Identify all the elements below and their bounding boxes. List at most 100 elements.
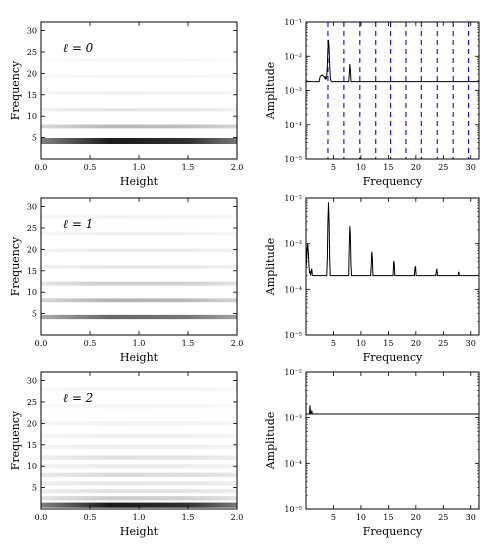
frequency-band: [41, 249, 237, 252]
x-tick-label: 20: [411, 163, 421, 172]
x-tick-label: 25: [438, 163, 448, 172]
x-tick-label: 15: [383, 163, 393, 172]
x-axis-label: Frequency: [363, 175, 423, 188]
frequency-band: [41, 315, 237, 319]
y-tick-label: 20: [27, 245, 37, 254]
y-axis-label: Frequency: [9, 236, 22, 296]
y-tick-label: 15: [27, 441, 37, 450]
frequency-band: [41, 138, 237, 144]
x-tick-label: 30: [466, 513, 476, 522]
y-tick-label: 10⁻¹: [284, 18, 302, 27]
y-tick-label: 10⁻²: [284, 194, 302, 203]
y-axis-label: Frequency: [9, 60, 22, 120]
x-tick-label: 15: [383, 513, 393, 522]
heatmap-panel-2: 0.0 0.5 1.0 1.5 2.0 5 10 15 20 25 30 Height Frequenc…: [9, 198, 243, 364]
x-tick-label: 0.5: [84, 339, 97, 348]
frequency-band: [41, 464, 237, 468]
x-axis-label: Height: [120, 525, 159, 538]
x-axis-label: Frequency: [363, 525, 423, 538]
x-tick-label: 1.0: [133, 163, 146, 172]
x-tick-label: 0.5: [84, 163, 97, 172]
y-tick-label: 10⁻²: [284, 52, 302, 61]
y-tick-label: 5: [32, 310, 37, 319]
plot-background: [306, 372, 479, 509]
y-tick-label: 10⁻⁵: [284, 155, 302, 164]
frequency-band: [41, 455, 237, 459]
x-tick-label: 25: [438, 513, 448, 522]
y-tick-label: 10: [27, 288, 37, 297]
frequency-band: [41, 282, 237, 286]
y-tick-label: 10⁻³: [284, 414, 302, 423]
x-tick-label: 1.5: [182, 339, 195, 348]
x-tick-label: 5: [331, 513, 336, 522]
y-tick-label: 10⁻³: [284, 240, 302, 249]
ell-annotation: ℓ = 2: [63, 391, 93, 405]
y-axis-label: Frequency: [9, 410, 22, 470]
x-axis-label: Height: [120, 351, 159, 364]
frequency-band: [41, 434, 237, 438]
x-tick-label: 25: [438, 339, 448, 348]
spectrum-panel-5: 5 10 15 20 25 30 10⁻⁵ 10⁻⁴ 10⁻³ 10⁻² Frequency Ampl…: [264, 368, 479, 538]
frequency-band: [41, 108, 237, 111]
x-tick-label: 10: [356, 339, 366, 348]
y-tick-label: 10⁻⁴: [284, 285, 302, 294]
frequency-band: [41, 445, 237, 449]
y-tick-label: 15: [27, 267, 37, 276]
x-tick-label: 0.5: [84, 513, 97, 522]
x-tick-label: 0.0: [35, 339, 48, 348]
x-tick-label: 0.0: [35, 163, 48, 172]
spectrum-panel-1: 5 10 15 20 25 30 10⁻⁵ 10⁻⁴ 10⁻³ 10⁻² 10⁻¹ Frequency…: [264, 18, 479, 188]
x-tick-label: 20: [411, 339, 421, 348]
x-axis-label: Frequency: [363, 351, 423, 364]
frequency-band: [41, 232, 237, 235]
frequency-band: [41, 92, 237, 95]
x-tick-label: 2.0: [231, 513, 244, 522]
x-tick-label: 15: [383, 339, 393, 348]
frequency-band: [41, 473, 237, 477]
plot-background: [306, 198, 479, 335]
x-tick-label: 10: [356, 513, 366, 522]
ell-annotation: ℓ = 1: [63, 217, 93, 231]
frequency-band: [41, 496, 237, 500]
y-tick-label: 5: [32, 484, 37, 493]
y-axis-label: Amplitude: [264, 62, 277, 121]
x-tick-label: 5: [331, 163, 336, 172]
y-tick-label: 10⁻²: [284, 368, 302, 377]
y-tick-label: 20: [27, 69, 37, 78]
frequency-band: [41, 75, 237, 78]
y-tick-label: 30: [27, 377, 37, 386]
x-tick-label: 1.0: [133, 339, 146, 348]
y-tick-label: 30: [27, 203, 37, 212]
x-tick-label: 2.0: [231, 163, 244, 172]
x-tick-label: 1.5: [182, 513, 195, 522]
frequency-band: [41, 298, 237, 302]
y-tick-label: 10⁻⁴: [284, 459, 302, 468]
y-tick-label: 25: [27, 398, 37, 407]
spectrum-panel-3: 5 10 15 20 25 30 10⁻⁵ 10⁻⁴ 10⁻³ 10⁻² Frequency Ampl…: [264, 194, 479, 364]
y-tick-label: 25: [27, 224, 37, 233]
x-tick-label: 20: [411, 513, 421, 522]
frequency-band: [41, 265, 237, 268]
y-axis-label: Amplitude: [264, 412, 277, 471]
x-tick-label: 5: [331, 339, 336, 348]
y-axis-label: Amplitude: [264, 238, 277, 297]
x-tick-label: 30: [466, 163, 476, 172]
x-tick-label: 2.0: [231, 339, 244, 348]
ell-annotation: ℓ = 0: [63, 41, 94, 55]
y-tick-label: 10⁻⁵: [284, 505, 302, 514]
x-tick-label: 0.0: [35, 513, 48, 522]
frequency-band: [41, 481, 237, 485]
x-tick-label: 1.0: [133, 513, 146, 522]
y-tick-label: 20: [27, 419, 37, 428]
x-tick-label: 1.5: [182, 163, 195, 172]
y-tick-label: 10: [27, 462, 37, 471]
heatmap-panel-4: 0.0 0.5 1.0 1.5 2.0 5 10 15 20 25 30 Height Frequenc…: [9, 372, 243, 538]
x-tick-label: 10: [356, 163, 366, 172]
y-tick-label: 10⁻⁴: [284, 121, 302, 130]
x-axis-label: Height: [120, 175, 159, 188]
y-tick-label: 10: [27, 112, 37, 121]
frequency-band: [41, 58, 237, 61]
frequency-band: [41, 125, 237, 129]
heatmap-panel-0: 0.0 0.5 1.0 1.5 2.0 5 10 15 20 25 30 Height Frequenc…: [9, 22, 243, 188]
